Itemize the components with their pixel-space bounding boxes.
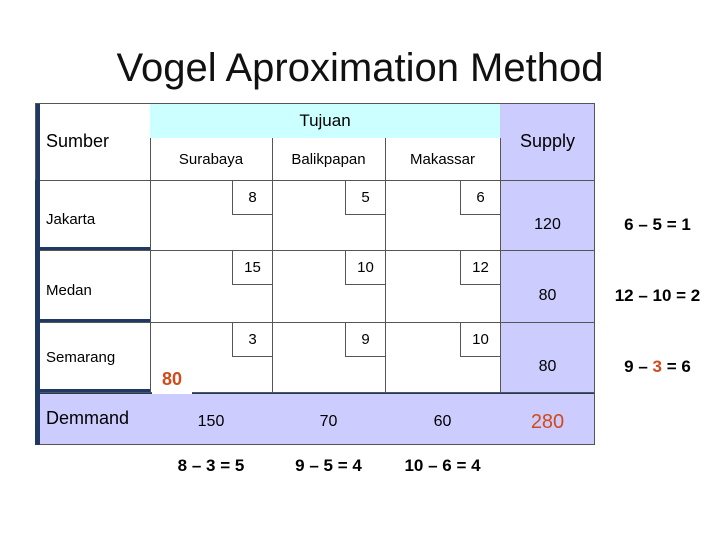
demand-value: 60: [433, 413, 452, 430]
column-line: [500, 138, 501, 392]
cost-cell: 15: [232, 250, 272, 285]
supply-value: 80: [538, 287, 557, 304]
cost-cell: 8: [232, 180, 272, 215]
allocation: 80: [152, 364, 192, 394]
source-name: Medan: [35, 250, 150, 322]
source-name: Jakarta: [35, 180, 150, 250]
penalty-part: 12 – 10 = 2: [614, 286, 701, 305]
row-line: [35, 250, 595, 251]
demand-row: [35, 392, 595, 445]
column-line: [150, 138, 151, 392]
penalty-part: 9 –: [624, 357, 653, 376]
source-name: Semarang: [35, 322, 150, 392]
cost-cell: 6: [460, 180, 500, 215]
slide-title: Vogel Aproximation Method: [116, 45, 604, 90]
supply-header: Supply: [519, 131, 576, 151]
row-line: [35, 392, 595, 393]
supply-column: [500, 103, 595, 445]
cost-cell: 10: [460, 322, 500, 357]
column-penalty: 8 – 3 = 5: [177, 456, 245, 475]
row-penalty: 9 – 3 = 6: [595, 332, 720, 402]
penalty-part: 6 – 5 = 1: [624, 215, 691, 234]
penalty-part: 3: [652, 357, 662, 376]
destination-header: Tujuan: [150, 103, 500, 138]
column-line: [272, 138, 273, 392]
column-penalty: 9 – 5 = 4: [295, 456, 362, 475]
demand-label: Demmand: [35, 392, 150, 445]
cost-cell: 10: [345, 250, 385, 285]
source-header: Sumber: [35, 103, 150, 180]
column-line: [385, 138, 386, 392]
demand-value: 70: [319, 413, 338, 430]
row-line: [35, 180, 595, 181]
row-penalty: 12 – 10 = 2: [595, 260, 720, 332]
demand-value: 150: [197, 413, 225, 430]
supply-value: 80: [538, 358, 557, 375]
supply-value: 120: [534, 216, 561, 233]
column-penalty: 10 – 6 = 4: [404, 456, 481, 475]
row-penalty: 6 – 5 = 1: [595, 190, 720, 260]
cost-cell: 5: [345, 180, 385, 215]
cost-cell: 3: [232, 322, 272, 357]
row-line: [35, 322, 595, 323]
cost-cell: 12: [460, 250, 500, 285]
demand-total: 280: [530, 410, 565, 433]
penalty-part: = 6: [661, 357, 691, 376]
destination-name: Balikpapan: [291, 150, 366, 168]
destination-name: Makassar: [409, 150, 476, 168]
destination-name: Surabaya: [178, 150, 244, 168]
cost-cell: 9: [345, 322, 385, 357]
